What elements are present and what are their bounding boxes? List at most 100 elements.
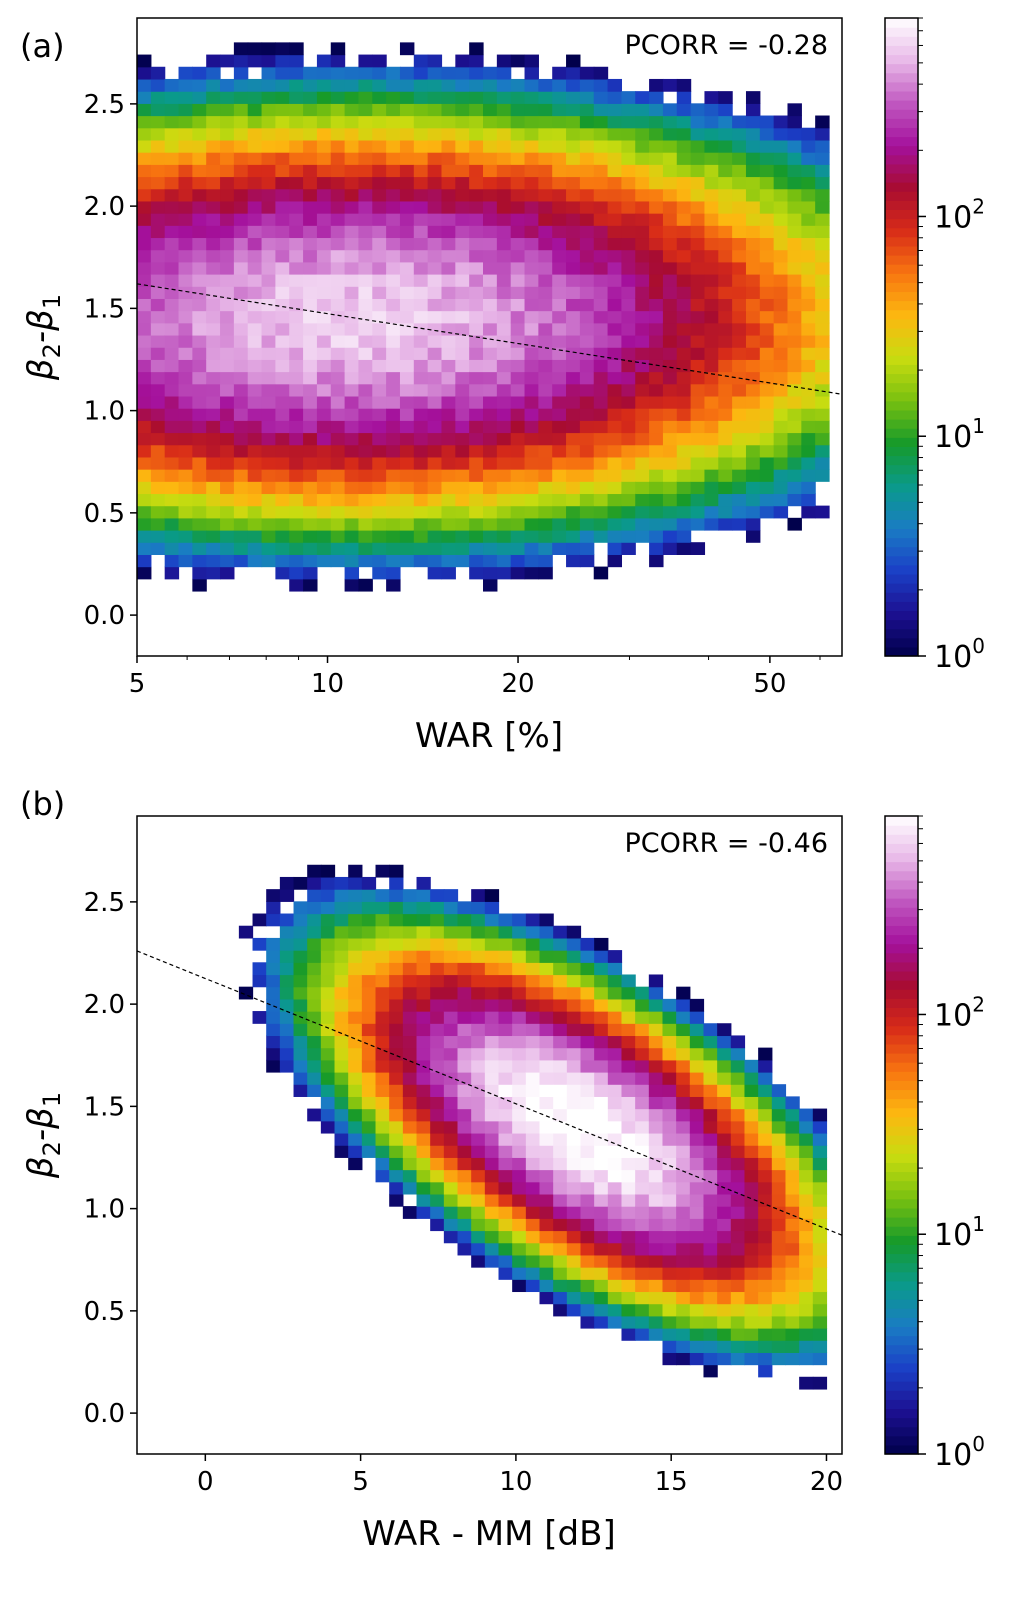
heatmap-cell [389, 925, 404, 939]
heatmap-cell [649, 481, 664, 495]
heatmap-cell [430, 950, 445, 963]
heatmap-cell [538, 78, 553, 92]
heatmap-cell [233, 505, 249, 519]
heatmap-cell [348, 913, 363, 927]
heatmap-cell [427, 274, 443, 287]
heatmap-cell [730, 1047, 746, 1061]
heatmap-cell [164, 347, 180, 360]
heatmap-cell [469, 225, 484, 239]
heatmap-cell [471, 925, 486, 939]
heatmap-cell [344, 578, 360, 592]
heatmap-cell [307, 986, 322, 1000]
heatmap-cell [510, 237, 526, 251]
heatmap-cell [703, 1072, 718, 1085]
heatmap-cell [137, 371, 152, 385]
heatmap-a-cells [137, 42, 830, 592]
heatmap-cell [649, 139, 664, 153]
heatmap-cell [150, 432, 166, 446]
heatmap-cell [732, 359, 747, 373]
heatmap-cell [293, 1035, 308, 1049]
heatmap-cell [717, 1132, 732, 1146]
heatmap-cell [275, 432, 290, 446]
heatmap-cell [469, 91, 484, 104]
heatmap-cell [580, 1120, 595, 1134]
heatmap-cell [635, 1157, 650, 1171]
heatmap-cell [275, 517, 290, 531]
heatmap-cell [164, 115, 180, 129]
heatmap-cell [413, 139, 429, 153]
pcorr-annotation-b: PCORR = -0.46 [624, 828, 828, 859]
colorbar-segment [885, 573, 918, 584]
heatmap-cell [648, 998, 664, 1012]
heatmap-cell [676, 286, 692, 299]
heatmap-cell [293, 925, 308, 939]
heatmap-cell [593, 152, 609, 165]
heatmap-cell [580, 962, 595, 976]
colorbar-segment [885, 601, 918, 612]
colorbar-segment [885, 428, 918, 438]
heatmap-cell [496, 298, 512, 312]
heatmap-cell [732, 225, 747, 239]
heatmap-cell [483, 200, 498, 214]
heatmap-cell [649, 152, 664, 165]
heatmap-cell [496, 225, 512, 239]
heatmap-cell [704, 481, 719, 495]
heatmap-cell [275, 213, 290, 226]
heatmap-cell [649, 286, 664, 299]
heatmap-cell [704, 408, 719, 421]
heatmap-cell [427, 481, 443, 495]
heatmap-cell [812, 1279, 828, 1293]
heatmap-cell [330, 249, 346, 263]
heatmap-cell [206, 322, 221, 336]
heatmap-cell [266, 950, 281, 963]
heatmap-cell [289, 578, 304, 592]
heatmap-cell [303, 225, 318, 239]
heatmap-cell [279, 1047, 295, 1061]
heatmap-cell [635, 152, 650, 165]
heatmap-cell [247, 444, 263, 458]
heatmap-cell [455, 164, 470, 178]
heatmap-cell [566, 1242, 582, 1256]
heatmap-cell [247, 139, 263, 153]
heatmap-cell [261, 408, 276, 421]
heatmap-cell [164, 249, 180, 263]
heatmap-cell [510, 493, 526, 507]
heatmap-cell [566, 974, 582, 988]
heatmap-cell [704, 249, 719, 263]
heatmap-cell [552, 359, 567, 373]
heatmap-cell [498, 998, 513, 1012]
heatmap-cell [206, 420, 221, 434]
colorbar-segment [885, 282, 918, 293]
heatmap-cell [375, 1047, 390, 1061]
colorbar-segment [885, 646, 918, 657]
heatmap-cell [178, 334, 193, 348]
heatmap-cell [607, 986, 623, 1000]
heatmap-cell [441, 249, 456, 263]
heatmap-cell [220, 249, 235, 263]
heatmap-cell [457, 1218, 472, 1232]
heatmap-cell [372, 359, 387, 373]
heatmap-cell [566, 1303, 582, 1317]
heatmap-cell [483, 420, 498, 434]
heatmap-cell [471, 1011, 486, 1024]
heatmap-cell [455, 542, 470, 555]
heatmap-cell [690, 249, 706, 263]
heatmap-cell [192, 152, 207, 165]
colorbar-segment [885, 1435, 918, 1446]
heatmap-cell [717, 1340, 732, 1353]
heatmap-cell [427, 164, 443, 178]
heatmap-cell [553, 1242, 568, 1256]
heatmap-cell [758, 1267, 773, 1280]
heatmap-cell [247, 152, 263, 165]
heatmap-cell [372, 530, 387, 543]
colorbar-segment [885, 1371, 918, 1382]
heatmap-cell [455, 505, 470, 519]
colorbar-segment [885, 1162, 918, 1173]
heatmap-cell [334, 889, 349, 902]
heatmap-cell [330, 225, 346, 239]
heatmap-cell [744, 1072, 759, 1085]
heatmap-cell [662, 1218, 677, 1232]
heatmap-cell [621, 408, 636, 421]
heatmap-cell [430, 1169, 445, 1183]
heatmap-cell [594, 1303, 609, 1317]
